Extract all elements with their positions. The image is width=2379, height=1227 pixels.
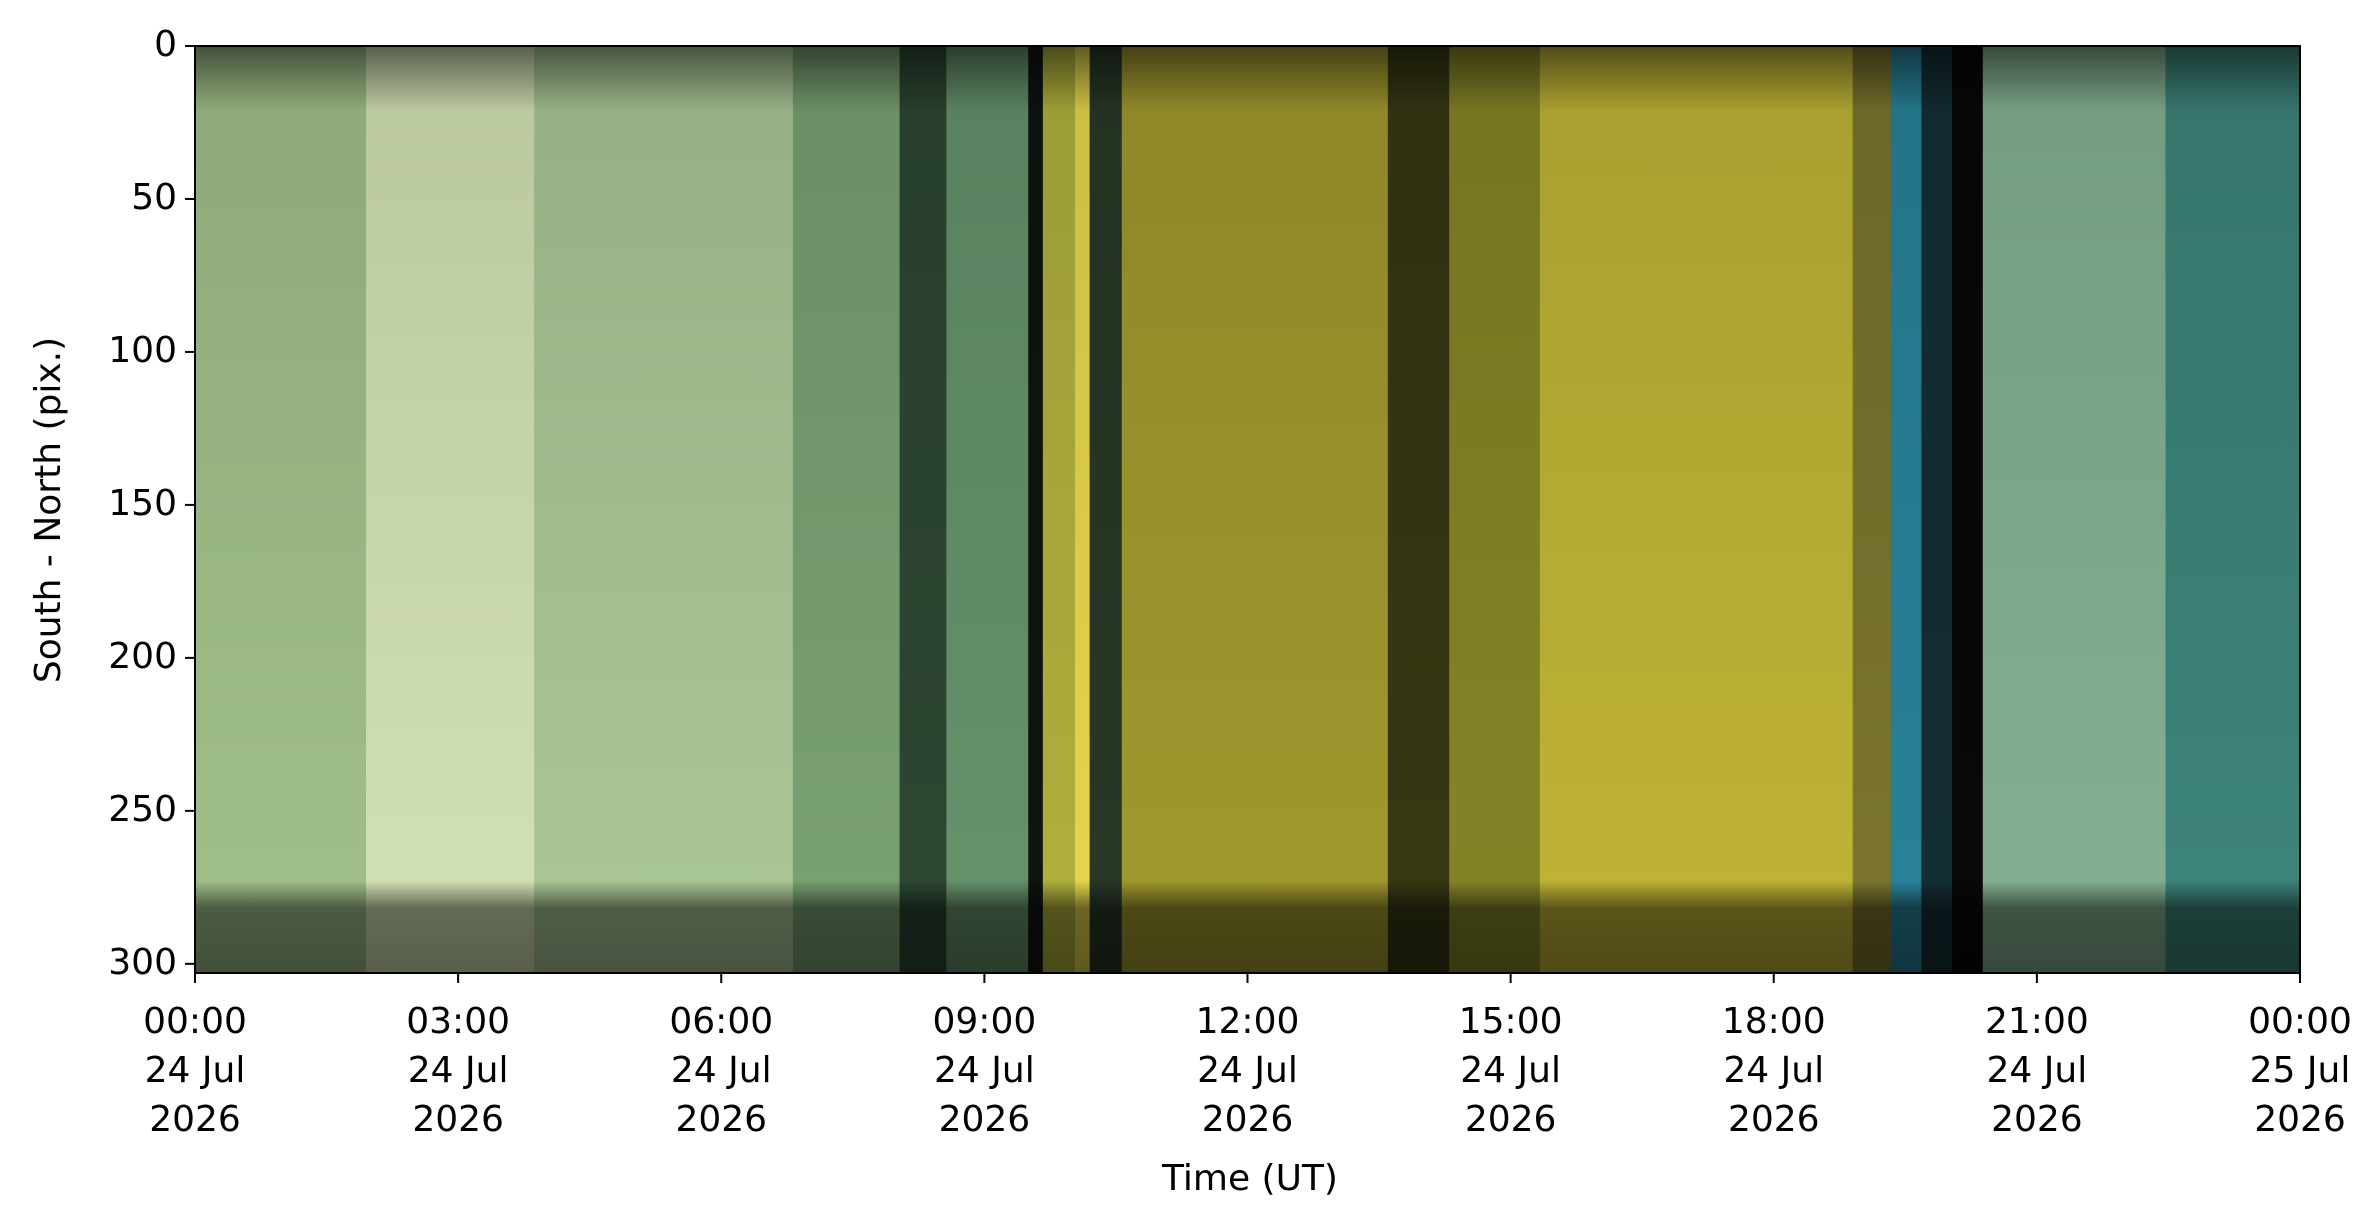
x-tick-label: 15:00 bbox=[1459, 1001, 1563, 1042]
x-tick-label: 12:00 bbox=[1196, 1001, 1300, 1042]
x-tick-label: 24 Jul bbox=[1460, 1050, 1561, 1091]
x-tick-label: 24 Jul bbox=[1987, 1050, 2088, 1091]
x-tick-label: 00:00 bbox=[2248, 1001, 2352, 1042]
y-tick-label: 100 bbox=[108, 330, 177, 371]
x-tick-label: 2026 bbox=[675, 1099, 767, 1140]
y-tick-label: 150 bbox=[108, 483, 177, 524]
x-tick-label: 24 Jul bbox=[934, 1050, 1035, 1091]
y-tick-label: 0 bbox=[154, 24, 177, 65]
x-tick-label: 00:00 bbox=[143, 1001, 247, 1042]
x-tick-label: 2026 bbox=[2254, 1099, 2346, 1140]
x-tick-label: 2026 bbox=[1465, 1099, 1557, 1140]
x-tick-label: 24 Jul bbox=[671, 1050, 772, 1091]
x-tick-label: 06:00 bbox=[669, 1001, 773, 1042]
y-tick-label: 300 bbox=[108, 942, 177, 983]
x-tick-label: 2026 bbox=[1202, 1099, 1294, 1140]
y-tick-label: 250 bbox=[108, 789, 177, 830]
x-tick-label: 18:00 bbox=[1722, 1001, 1826, 1042]
x-tick-label: 2026 bbox=[1728, 1099, 1820, 1140]
x-tick-label: 24 Jul bbox=[1197, 1050, 1298, 1091]
x-tick-label: 24 Jul bbox=[1723, 1050, 1824, 1091]
x-tick-label: 03:00 bbox=[406, 1001, 510, 1042]
x-tick-label: 09:00 bbox=[933, 1001, 1037, 1042]
x-axis-label: Time (UT) bbox=[1161, 1158, 1338, 1199]
edge-shade bbox=[195, 46, 2300, 973]
x-tick-label: 25 Jul bbox=[2250, 1050, 2351, 1091]
x-tick-label: 2026 bbox=[149, 1099, 241, 1140]
y-tick-label: 50 bbox=[131, 177, 177, 218]
y-axis-label: South - North (pix.) bbox=[28, 337, 69, 683]
y-tick-label: 200 bbox=[108, 636, 177, 677]
x-tick-label: 21:00 bbox=[1985, 1001, 2089, 1042]
x-tick-label: 24 Jul bbox=[408, 1050, 509, 1091]
x-tick-label: 2026 bbox=[412, 1099, 504, 1140]
x-tick-label: 2026 bbox=[939, 1099, 1031, 1140]
x-tick-label: 2026 bbox=[1991, 1099, 2083, 1140]
x-tick-label: 24 Jul bbox=[145, 1050, 246, 1091]
